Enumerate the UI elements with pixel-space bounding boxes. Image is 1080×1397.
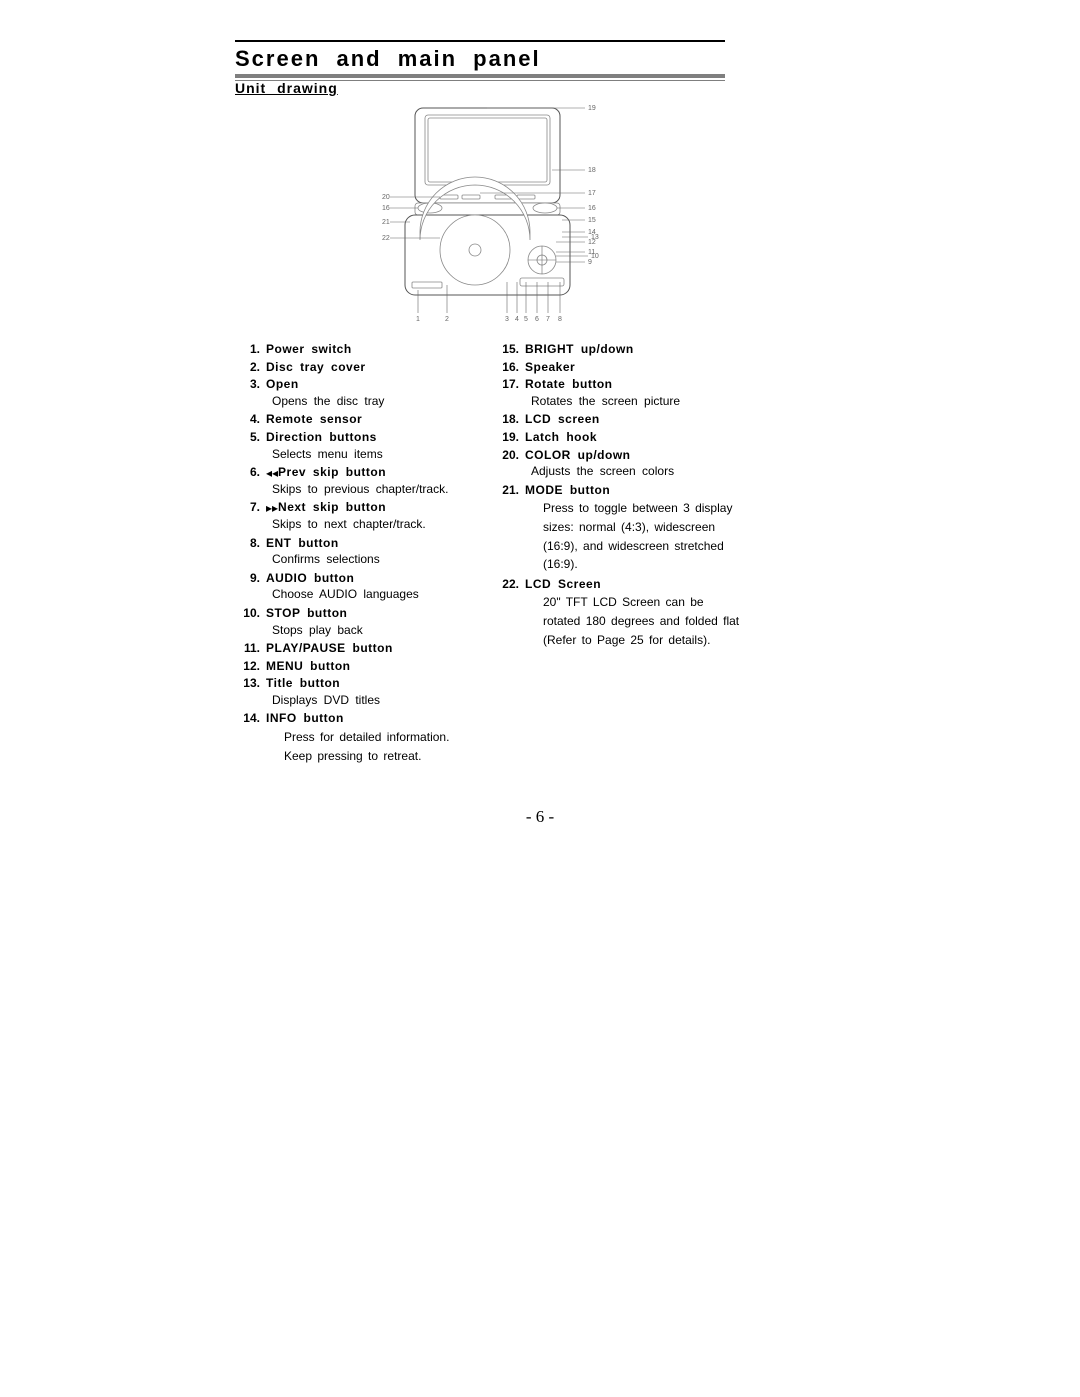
parts-item-title: Rotate button	[525, 377, 612, 391]
parts-item-title: Disc tray cover	[266, 360, 366, 374]
parts-item-title: LCD screen	[525, 412, 600, 426]
svg-text:16: 16	[588, 205, 596, 212]
parts-list-item: ◂◂Prev skip button Skips to previous chap…	[262, 465, 481, 497]
unit-drawing-diagram: 19 18 17 16 15 14 13 12 11 10 9 20 16 21…	[380, 100, 610, 325]
next-skip-icon: ▸▸	[266, 501, 278, 517]
parts-item-desc: Stops play back	[272, 623, 481, 639]
parts-item-title: MENU button	[266, 659, 350, 673]
svg-text:3: 3	[505, 316, 509, 323]
svg-text:16: 16	[382, 205, 390, 212]
parts-item-desc: Rotates the screen picture	[531, 394, 740, 410]
parts-item-desc: Press for detailed information. Keep pre…	[284, 728, 481, 765]
svg-text:15: 15	[588, 217, 596, 224]
parts-item-title: COLOR up/down	[525, 448, 630, 462]
parts-list-item: MODE button Press to toggle between 3 dis…	[521, 483, 740, 574]
svg-text:9: 9	[588, 259, 592, 266]
svg-text:12: 12	[588, 239, 596, 246]
svg-text:17: 17	[588, 190, 596, 197]
parts-item-title: LCD Screen	[525, 577, 601, 591]
parts-item-desc: Confirms selections	[272, 552, 481, 568]
parts-list-item: Speaker	[521, 360, 740, 376]
section-title: Screen and main panel	[235, 46, 725, 78]
svg-text:19: 19	[588, 105, 596, 112]
parts-item-desc: Press to toggle between 3 display sizes:…	[543, 499, 740, 573]
parts-item-title: Title button	[266, 676, 340, 690]
svg-text:4: 4	[515, 316, 519, 323]
parts-item-title: AUDIO button	[266, 571, 354, 585]
parts-list-item: Rotate button Rotates the screen picture	[521, 377, 740, 409]
parts-list-columns: Power switch Disc tray cover Open Opens the…	[240, 342, 740, 768]
svg-text:20: 20	[382, 194, 390, 201]
svg-text:18: 18	[588, 167, 596, 174]
parts-list-item: INFO button Press for detailed informatio…	[262, 711, 481, 765]
section-subtitle: Unit drawing	[235, 80, 338, 97]
parts-list-item: AUDIO button Choose AUDIO languages	[262, 571, 481, 603]
parts-list-item: LCD screen	[521, 412, 740, 428]
svg-text:7: 7	[546, 316, 550, 323]
parts-list-right: BRIGHT up/downSpeakerRotate buttonRotate…	[499, 342, 740, 768]
manual-page: Screen and main panel Unit drawing	[0, 0, 1080, 1397]
parts-item-desc: Adjusts the screen colors	[531, 464, 740, 480]
parts-list-item: Power switch	[262, 342, 481, 358]
parts-item-desc: Displays DVD titles	[272, 693, 481, 709]
parts-item-title: Remote sensor	[266, 412, 362, 426]
parts-list-left: Power switch Disc tray cover Open Opens the…	[240, 342, 481, 768]
parts-list-item: COLOR up/down Adjusts the screen colors	[521, 448, 740, 480]
parts-list-item: PLAY/PAUSE button	[262, 641, 481, 657]
parts-list-item: Remote sensor	[262, 412, 481, 428]
parts-list-item: ENT button Confirms selections	[262, 536, 481, 568]
parts-item-desc: Selects menu items	[272, 447, 481, 463]
svg-text:2: 2	[445, 316, 449, 323]
parts-item-title: STOP button	[266, 606, 347, 620]
parts-list-item: LCD Screen 20" TFT LCD Screen can be rota…	[521, 577, 740, 649]
parts-item-desc: Choose AUDIO languages	[272, 587, 481, 603]
parts-item-title: BRIGHT up/down	[525, 342, 634, 356]
parts-item-title: Direction buttons	[266, 430, 377, 444]
svg-text:22: 22	[382, 235, 390, 242]
svg-text:1: 1	[416, 316, 420, 323]
parts-item-title: MODE button	[525, 483, 610, 497]
parts-list-item: STOP button Stops play back	[262, 606, 481, 638]
parts-list-item: MENU button	[262, 659, 481, 675]
parts-item-title: Open	[266, 377, 299, 391]
svg-text:21: 21	[382, 219, 390, 226]
parts-item-desc: Skips to next chapter/track.	[272, 517, 481, 533]
parts-item-desc: 20" TFT LCD Screen can be rotated 180 de…	[543, 593, 740, 649]
parts-item-title: Power switch	[266, 342, 352, 356]
svg-text:6: 6	[535, 316, 539, 323]
parts-item-title: PLAY/PAUSE button	[266, 641, 393, 655]
parts-list-item: Title button Displays DVD titles	[262, 676, 481, 708]
parts-item-desc: Opens the disc tray	[272, 394, 481, 410]
parts-list-item: Open Opens the disc tray	[262, 377, 481, 409]
parts-item-title: Speaker	[525, 360, 575, 374]
parts-item-title: Prev skip button	[278, 465, 386, 479]
parts-item-title: ENT button	[266, 536, 339, 550]
parts-item-title: INFO button	[266, 711, 344, 725]
parts-item-desc: Skips to previous chapter/track.	[272, 482, 481, 498]
prev-skip-icon: ◂◂	[266, 466, 278, 482]
page-number: - 6 -	[0, 807, 1080, 827]
parts-list-item: Direction buttons Selects menu items	[262, 430, 481, 462]
top-rule	[235, 40, 725, 42]
parts-list-item: Latch hook	[521, 430, 740, 446]
section-title-wrap: Screen and main panel	[235, 46, 725, 81]
parts-list-item: ▸▸Next skip button Skips to next chapter/…	[262, 500, 481, 532]
parts-list-item: BRIGHT up/down	[521, 342, 740, 358]
parts-item-title: Next skip button	[278, 500, 386, 514]
parts-list-item: Disc tray cover	[262, 360, 481, 376]
svg-text:5: 5	[524, 316, 528, 323]
svg-text:10: 10	[591, 253, 599, 260]
svg-text:8: 8	[558, 316, 562, 323]
parts-item-title: Latch hook	[525, 430, 597, 444]
